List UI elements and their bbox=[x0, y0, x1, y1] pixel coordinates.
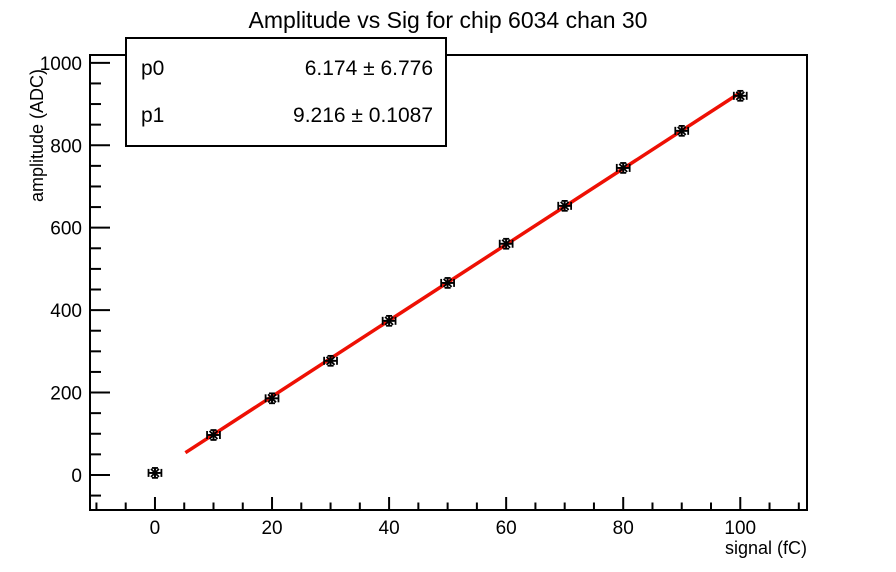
stats-param-value: 6.174 ± 6.776 bbox=[304, 56, 433, 80]
data-marker bbox=[442, 278, 453, 288]
y-tick-label: 1000 bbox=[40, 54, 82, 75]
data-marker bbox=[735, 91, 745, 101]
fit-stats-box: p0 6.174 ± 6.776 p1 9.216 ± 0.1087 bbox=[125, 37, 447, 147]
y-tick-label: 400 bbox=[50, 301, 82, 322]
x-tick-label: 20 bbox=[261, 518, 282, 539]
y-tick-label: 600 bbox=[50, 219, 82, 240]
data-marker bbox=[267, 393, 277, 403]
y-tick-label: 800 bbox=[50, 136, 82, 157]
y-tick-label: 0 bbox=[71, 466, 82, 487]
chart-title: Amplitude vs Sig for chip 6034 chan 30 bbox=[248, 7, 648, 33]
data-marker bbox=[384, 316, 394, 326]
x-tick-label: 100 bbox=[724, 518, 756, 539]
y-axis-title: amplitude (ADC) bbox=[27, 68, 47, 202]
x-axis-title: signal (fC) bbox=[724, 538, 807, 558]
data-marker bbox=[150, 468, 160, 478]
x-tick-label: 80 bbox=[613, 518, 634, 539]
x-tick-label: 0 bbox=[150, 518, 161, 539]
stats-param-name: p0 bbox=[141, 56, 165, 80]
data-marker bbox=[208, 430, 219, 440]
x-tick-label: 40 bbox=[379, 518, 400, 539]
data-marker bbox=[325, 356, 336, 366]
y-tick-label: 200 bbox=[50, 384, 82, 405]
stats-param-value: 9.216 ± 0.1087 bbox=[293, 103, 433, 127]
stats-row-p1: p1 9.216 ± 0.1087 bbox=[141, 104, 433, 128]
data-marker bbox=[677, 126, 687, 136]
stats-row-p0: p0 6.174 ± 6.776 bbox=[141, 57, 433, 81]
data-marker bbox=[618, 163, 628, 173]
data-marker bbox=[501, 239, 511, 249]
fit-line bbox=[184, 91, 742, 455]
stats-param-name: p1 bbox=[141, 103, 165, 127]
x-tick-label: 60 bbox=[496, 518, 517, 539]
data-marker bbox=[560, 201, 570, 211]
